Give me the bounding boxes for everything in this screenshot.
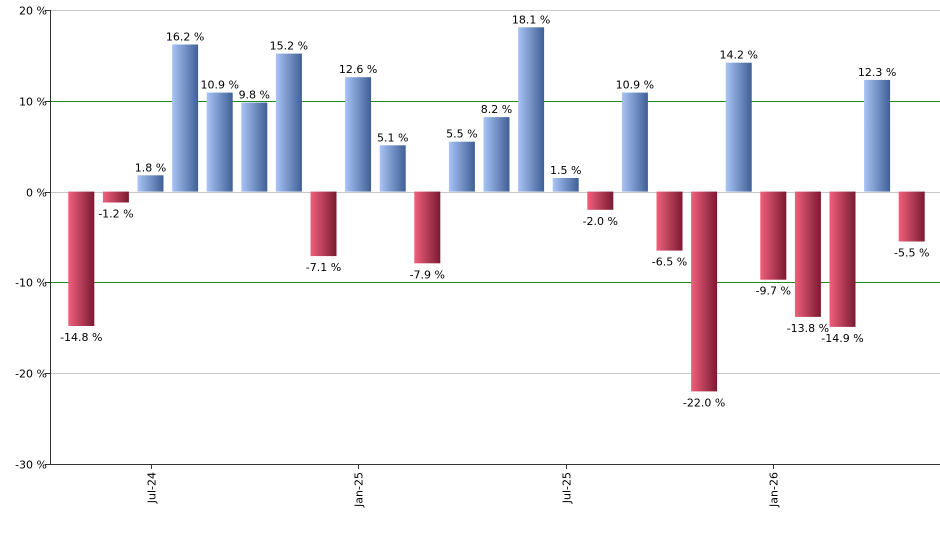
bar-value-label: 1.8 % <box>135 161 166 174</box>
bar-layer <box>68 27 925 392</box>
positive-bar <box>345 77 372 192</box>
bar-value-label: -7.1 % <box>306 261 341 274</box>
bar-value-label: 5.5 % <box>446 128 477 141</box>
y-tick-label: -30 % <box>15 459 47 472</box>
positive-bar <box>518 27 545 192</box>
bar-value-label: -9.7 % <box>756 285 791 298</box>
bar-value-label: -13.8 % <box>787 322 829 335</box>
bar-value-label: -14.9 % <box>821 332 863 345</box>
bar-value-label: 18.1 % <box>512 13 550 26</box>
negative-bar <box>898 191 925 242</box>
negative-bar <box>760 191 787 280</box>
bar-value-label: 9.8 % <box>239 89 270 102</box>
negative-bar <box>691 191 718 392</box>
bar-value-label: 12.6 % <box>339 63 377 76</box>
negative-bar <box>414 191 441 264</box>
negative-bar <box>102 191 129 203</box>
x-tick-label: Jan-25 <box>353 472 366 508</box>
bar-value-label: 10.9 % <box>200 79 238 92</box>
bar-value-label: -22.0 % <box>683 396 725 409</box>
negative-bar <box>587 191 614 210</box>
bar-value-label: -2.0 % <box>583 215 618 228</box>
bar-value-label: 16.2 % <box>166 31 204 44</box>
bar-value-label: 10.9 % <box>616 79 654 92</box>
bar-value-label: 5.1 % <box>377 131 408 144</box>
bar-value-label: 14.2 % <box>719 49 757 62</box>
axis-layer: Jul-24 Jan-25 Jul-25 Jan-26 <box>50 10 940 508</box>
y-tick-label: 0 % <box>26 187 47 200</box>
bar-value-label: 1.5 % <box>550 164 581 177</box>
grid-layer: -30 % -20 % -10 % 0 % 10 % 20 % <box>15 5 940 472</box>
bar-value-label: 12.3 % <box>858 66 896 79</box>
positive-bar <box>379 145 406 192</box>
positive-bar <box>725 62 752 192</box>
positive-bar <box>241 102 268 192</box>
negative-bar <box>794 191 821 317</box>
y-tick-label: -10 % <box>15 277 47 290</box>
positive-bar <box>206 92 233 192</box>
positive-bar <box>552 178 579 192</box>
y-tick-label: -20 % <box>15 368 47 381</box>
bar-value-label: 15.2 % <box>270 40 308 53</box>
positive-bar <box>621 92 648 192</box>
positive-bar <box>483 117 510 192</box>
y-tick-label: 10 % <box>19 96 47 109</box>
y-tick-label: 20 % <box>19 5 47 18</box>
negative-bar <box>310 191 337 257</box>
positive-bar <box>137 175 164 192</box>
bar-value-label: -14.8 % <box>60 331 102 344</box>
positive-bar <box>448 141 475 192</box>
bar-value-label: -1.2 % <box>98 208 133 221</box>
bar-value-label: 8.2 % <box>481 103 512 116</box>
x-tick-label: Jul-24 <box>146 472 159 504</box>
bar-value-label: -6.5 % <box>652 256 687 269</box>
data-label-layer: -14.8 %-1.2 %1.8 %16.2 %10.9 %9.8 %15.2 … <box>60 13 929 409</box>
positive-bar <box>275 53 302 192</box>
negative-bar <box>829 191 856 327</box>
bar-value-label: -7.9 % <box>410 268 445 281</box>
x-tick-label: Jul-25 <box>561 472 574 504</box>
bar-value-label: -5.5 % <box>894 247 929 260</box>
x-tick-label: Jan-26 <box>768 472 781 508</box>
negative-bar <box>656 191 683 251</box>
negative-bar <box>68 191 95 326</box>
positive-bar <box>864 79 891 192</box>
positive-bar <box>172 44 199 192</box>
